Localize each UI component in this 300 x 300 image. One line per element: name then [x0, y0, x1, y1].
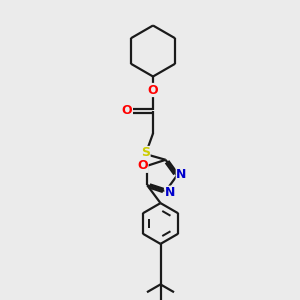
Text: S: S	[141, 146, 150, 160]
Text: O: O	[137, 159, 148, 172]
Text: N: N	[165, 186, 175, 199]
Text: O: O	[148, 83, 158, 97]
Text: N: N	[176, 167, 187, 181]
Text: O: O	[122, 104, 132, 118]
